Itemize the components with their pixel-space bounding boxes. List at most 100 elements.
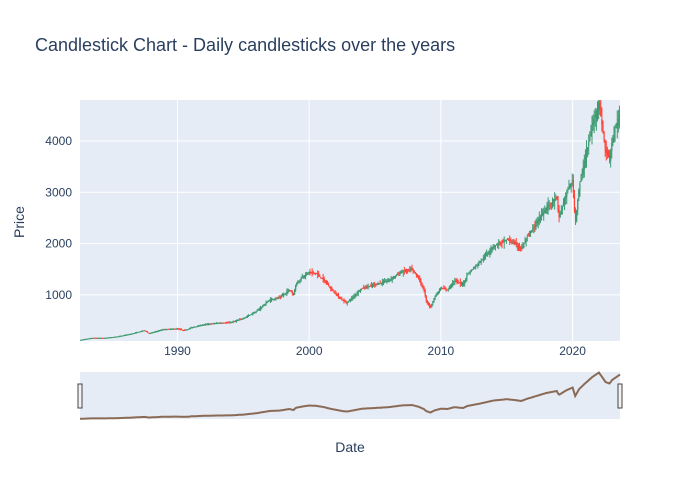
candle-increasing bbox=[196, 326, 198, 328]
candle-decreasing bbox=[456, 280, 458, 282]
candle-decreasing bbox=[601, 118, 603, 125]
candle-increasing bbox=[495, 244, 498, 246]
candle-decreasing bbox=[326, 283, 329, 285]
candle-increasing bbox=[175, 328, 177, 330]
y-gridlines bbox=[80, 140, 620, 296]
candle-decreasing bbox=[502, 240, 504, 242]
candle-increasing bbox=[206, 324, 208, 326]
candle-increasing bbox=[537, 220, 539, 224]
candle-increasing bbox=[592, 122, 594, 125]
candle-increasing bbox=[491, 247, 493, 250]
candle-increasing bbox=[389, 279, 391, 281]
candle-decreasing bbox=[424, 290, 426, 296]
candle-increasing bbox=[377, 283, 379, 285]
candle-decreasing bbox=[510, 241, 512, 243]
candle-increasing bbox=[141, 330, 143, 332]
candle-increasing bbox=[287, 290, 289, 292]
candle-increasing bbox=[245, 316, 247, 318]
candle-decreasing bbox=[323, 278, 325, 281]
candle-decreasing bbox=[205, 324, 207, 326]
candle-decreasing bbox=[178, 329, 180, 331]
candle-increasing bbox=[259, 307, 262, 310]
candle-increasing bbox=[401, 271, 403, 273]
candle-increasing bbox=[273, 298, 275, 300]
candle-increasing bbox=[195, 326, 197, 328]
candle-decreasing bbox=[420, 279, 422, 284]
candle-decreasing bbox=[364, 287, 366, 289]
candle-increasing bbox=[554, 199, 556, 202]
candle-increasing bbox=[617, 118, 619, 126]
candle-increasing bbox=[221, 322, 223, 324]
candle-increasing bbox=[547, 205, 549, 209]
candle-increasing bbox=[566, 193, 568, 197]
candle-increasing bbox=[165, 329, 167, 331]
candle-increasing bbox=[385, 281, 387, 283]
candle-increasing bbox=[301, 277, 303, 279]
candle-increasing bbox=[381, 282, 383, 284]
candle-decreasing bbox=[426, 300, 428, 303]
candle-increasing bbox=[367, 286, 369, 288]
candle-increasing bbox=[435, 294, 437, 297]
candle-increasing bbox=[355, 294, 357, 296]
candle-decreasing bbox=[506, 239, 509, 241]
candle-decreasing bbox=[292, 293, 295, 295]
candle-decreasing bbox=[600, 106, 602, 117]
candle-increasing bbox=[582, 167, 584, 175]
candle-increasing bbox=[137, 332, 139, 334]
candle-increasing bbox=[239, 319, 241, 321]
candle-increasing bbox=[138, 331, 140, 333]
candle-increasing bbox=[149, 333, 151, 335]
candle-increasing bbox=[516, 245, 518, 247]
candle-increasing bbox=[503, 240, 505, 243]
candle-decreasing bbox=[412, 268, 414, 271]
candle-decreasing bbox=[341, 298, 343, 300]
candle-increasing bbox=[134, 332, 137, 334]
candle-increasing bbox=[139, 331, 141, 333]
candle-increasing bbox=[117, 336, 119, 338]
candle-increasing bbox=[490, 249, 492, 252]
candle-increasing bbox=[498, 243, 500, 246]
y-axis-title: Price bbox=[11, 206, 27, 238]
candle-decreasing bbox=[421, 282, 423, 286]
candle-increasing bbox=[447, 288, 449, 290]
candle-increasing bbox=[183, 330, 185, 332]
candle-increasing bbox=[487, 252, 489, 255]
candle-increasing bbox=[251, 313, 253, 315]
range-slider-right-handle[interactable] bbox=[617, 383, 623, 409]
candle-decreasing bbox=[416, 276, 419, 278]
candle-increasing bbox=[454, 280, 456, 282]
candle-increasing bbox=[280, 296, 283, 298]
candle-increasing bbox=[524, 241, 526, 243]
candle-increasing bbox=[393, 276, 396, 278]
candle-decreasing bbox=[182, 329, 184, 331]
candle-increasing bbox=[378, 283, 380, 285]
candle-decreasing bbox=[512, 242, 514, 244]
candle-decreasing bbox=[313, 272, 315, 274]
range-slider-left-handle[interactable] bbox=[77, 383, 83, 409]
candle-increasing bbox=[494, 245, 497, 247]
candle-increasing bbox=[486, 254, 488, 256]
candle-increasing bbox=[610, 150, 612, 161]
candle-increasing bbox=[116, 336, 118, 338]
candle-increasing bbox=[133, 333, 135, 335]
candle-decreasing bbox=[398, 273, 400, 275]
candle-increasing bbox=[302, 276, 304, 278]
candle-increasing bbox=[616, 122, 618, 129]
candle-increasing bbox=[375, 284, 377, 286]
candle-increasing bbox=[237, 319, 240, 321]
candle-decreasing bbox=[379, 282, 381, 284]
candle-decreasing bbox=[427, 302, 430, 305]
candle-decreasing bbox=[330, 287, 332, 289]
candle-increasing bbox=[90, 337, 93, 339]
candle-decreasing bbox=[425, 296, 427, 301]
candle-increasing bbox=[199, 325, 201, 327]
candle-increasing bbox=[127, 334, 129, 336]
candle-decreasing bbox=[515, 242, 517, 245]
candle-decreasing bbox=[337, 294, 340, 297]
candle-increasing bbox=[400, 271, 402, 273]
candle-increasing bbox=[100, 337, 103, 339]
candle-increasing bbox=[186, 329, 188, 331]
candle-increasing bbox=[394, 275, 397, 277]
candle-decreasing bbox=[309, 271, 311, 273]
candle-decreasing bbox=[167, 328, 169, 330]
